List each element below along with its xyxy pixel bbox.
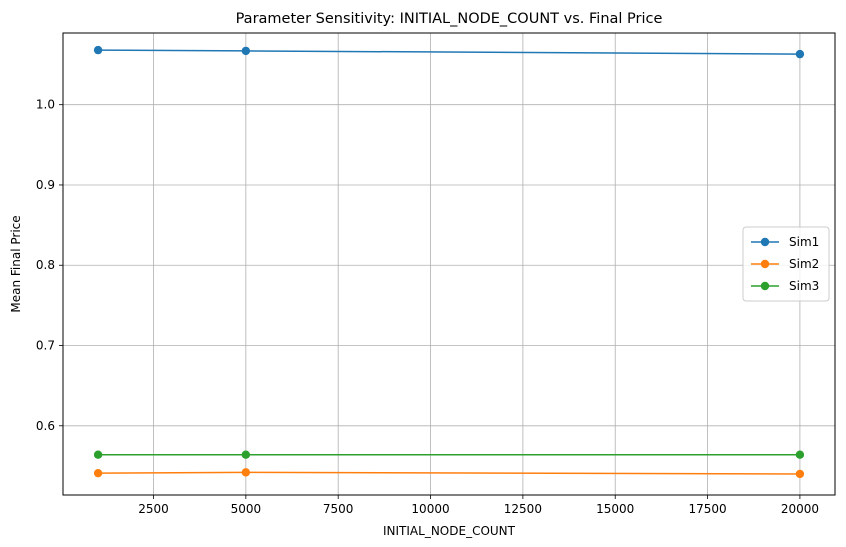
series-layer (93, 45, 805, 479)
data-point (795, 469, 805, 479)
legend-label: Sim3 (789, 279, 819, 293)
legend-label: Sim2 (789, 257, 819, 271)
series-sim1 (93, 45, 805, 59)
data-point (241, 450, 251, 459)
y-tick-label: 0.8 (36, 258, 55, 272)
grid (63, 33, 835, 495)
legend-label: Sim1 (789, 235, 819, 249)
x-axis-label: INITIAL_NODE_COUNT (383, 524, 516, 538)
data-point (795, 49, 805, 59)
series-sim3 (93, 450, 805, 459)
series-line (98, 49, 800, 55)
data-point (241, 46, 251, 56)
x-tick-label: 5000 (231, 502, 262, 516)
x-tick-label: 17500 (688, 502, 726, 516)
y-tick-label: 0.7 (36, 339, 55, 353)
series-line (98, 471, 800, 475)
data-point (241, 468, 251, 477)
y-tick-label: 0.9 (36, 178, 55, 192)
legend-marker (760, 281, 770, 291)
legend-item: Sim1 (751, 235, 819, 249)
x-tick-label: 15000 (596, 502, 634, 516)
legend-marker (760, 259, 770, 269)
data-point (795, 450, 805, 459)
x-tick-label: 12500 (504, 502, 542, 516)
y-tick-label: 1.0 (36, 98, 55, 112)
series-sim2 (93, 468, 805, 479)
x-tick-label: 7500 (323, 502, 354, 516)
data-point (93, 450, 103, 459)
data-point (93, 45, 103, 55)
chart-title: Parameter Sensitivity: INITIAL_NODE_COUN… (236, 11, 663, 27)
legend-item: Sim3 (751, 279, 819, 293)
axis-ticks: 2500 5000 7500 10000 12500 15000 17500 20000 0.6… (36, 98, 819, 516)
y-axis-label: Mean Final Price (9, 215, 23, 312)
legend-marker (760, 237, 770, 247)
x-tick-label: 2500 (138, 502, 169, 516)
data-point (93, 468, 103, 478)
y-tick-label: 0.6 (36, 419, 55, 433)
legend-item: Sim2 (751, 257, 819, 271)
x-tick-label: 10000 (411, 502, 449, 516)
legend: Sim1 Sim2 Sim3 (742, 226, 830, 302)
x-tick-label: 20000 (781, 502, 819, 516)
plot-frame (62, 32, 836, 496)
